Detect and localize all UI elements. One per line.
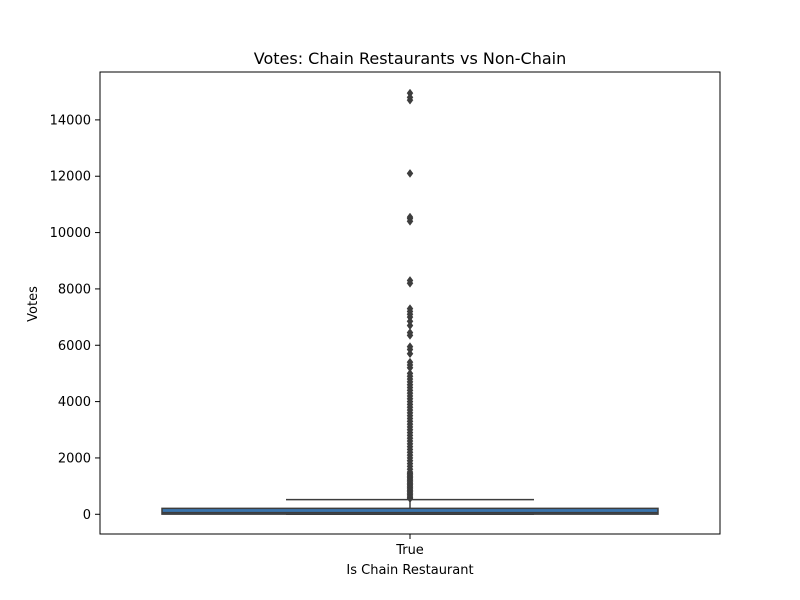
y-axis-label: Votes (26, 286, 41, 322)
y-tick-label: 10000 (50, 226, 91, 241)
y-tick-label: 2000 (58, 451, 91, 466)
outlier-point (406, 328, 414, 337)
outlier-point (406, 276, 414, 285)
iqr-box (161, 507, 659, 515)
outlier-point (406, 88, 414, 98)
chart-title: Votes: Chain Restaurants vs Non-Chain (254, 49, 567, 68)
outlier-point (406, 369, 414, 378)
x-axis: True (395, 534, 424, 558)
y-tick-label: 8000 (58, 282, 91, 297)
y-tick-label: 14000 (50, 113, 91, 128)
outlier-point (406, 304, 414, 314)
outlier-point (406, 212, 414, 222)
outlier-point (406, 357, 414, 367)
y-tick-label: 0 (83, 508, 91, 523)
outlier-point (406, 168, 414, 178)
y-axis: 0 2000 4000 6000 8000 10000 12000 14000 (50, 113, 100, 523)
outlier-point (406, 342, 414, 352)
y-tick-label: 4000 (58, 395, 91, 410)
y-tick-label: 6000 (58, 339, 91, 354)
plot-marks (161, 88, 659, 516)
y-tick-label: 12000 (50, 170, 91, 185)
x-tick-label: True (395, 543, 424, 558)
x-axis-label: Is Chain Restaurant (346, 563, 473, 578)
